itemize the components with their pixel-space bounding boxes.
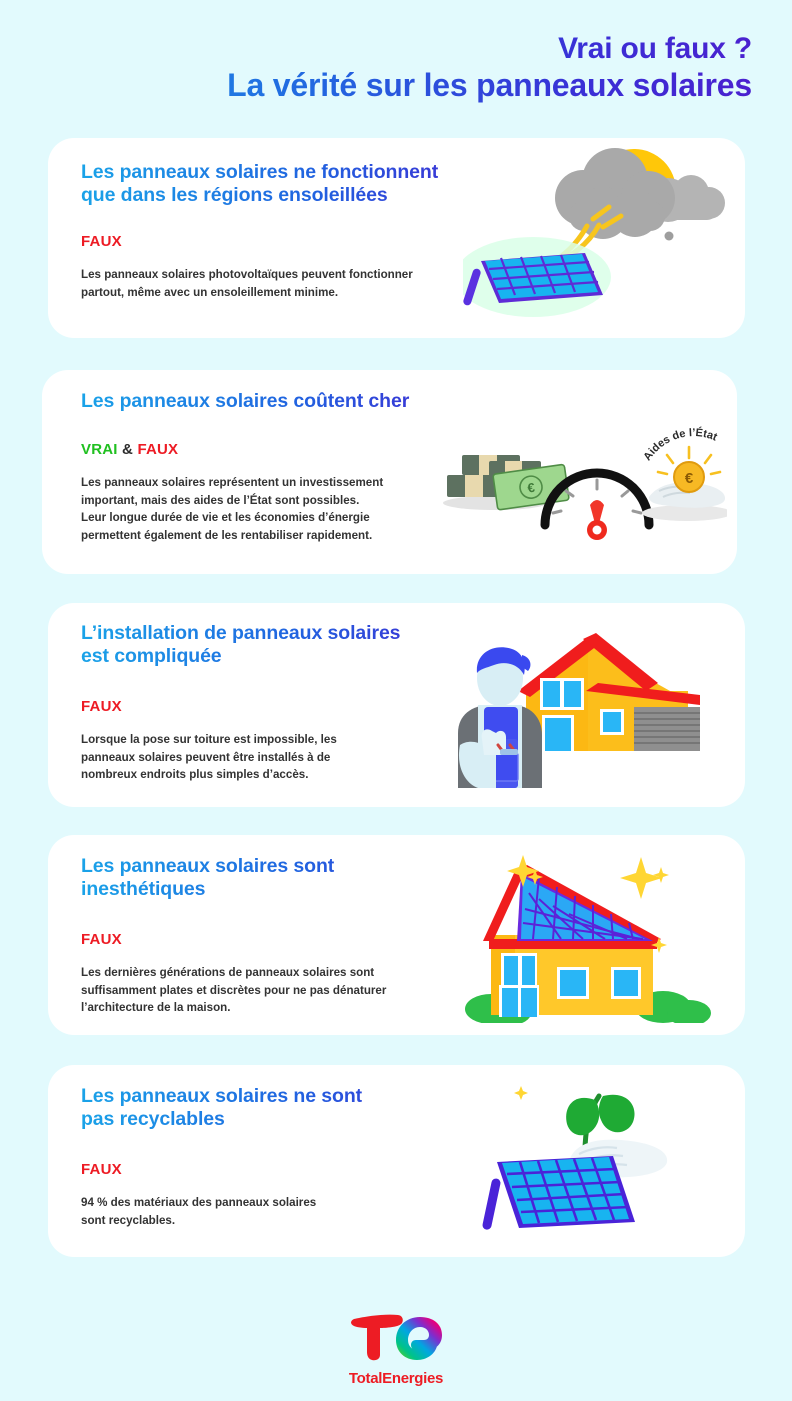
card-2-text: Les panneaux solaires coûtent cher VRAI … xyxy=(81,390,471,544)
coin-rays xyxy=(656,445,722,476)
card-5-text: Les panneaux solaires ne sont pas recycl… xyxy=(81,1085,471,1229)
worker-icon xyxy=(458,647,542,788)
card-4-verdict-faux: FAUX xyxy=(81,931,122,948)
totalenergies-logo-icon xyxy=(351,1314,442,1361)
installer-worker-house-illustration xyxy=(438,633,733,788)
card-2-verdict-vrai: VRAI xyxy=(81,441,118,458)
page-header: Vrai ou faux ? La vérité sur les panneau… xyxy=(0,32,792,103)
card-4-body: Les dernières générations de panneaux so… xyxy=(81,966,387,1015)
solar-panel-cloudy-sun-illustration xyxy=(455,143,733,318)
money-gauge-state-aid-illustration: € xyxy=(427,425,732,555)
card-3-verdict: FAUX xyxy=(81,698,471,715)
coin-euro-symbol: € xyxy=(685,470,694,487)
cloud-dot xyxy=(664,231,674,241)
card-2-verdict: VRAI & FAUX xyxy=(81,441,471,458)
card-4: Les panneaux solaires sont inesthétiques… xyxy=(48,835,745,1035)
svg-text:€: € xyxy=(526,480,535,496)
sparkle-icon xyxy=(507,855,669,953)
card-1-text: Les panneaux solaires ne fonctionnent qu… xyxy=(81,161,501,301)
house-with-solar-roof-illustration xyxy=(453,843,718,1026)
card-5-body: 94 % des matériaux des panneaux solaires… xyxy=(81,1196,317,1227)
panel-leg xyxy=(482,1178,501,1230)
card-2-verdict-faux: FAUX xyxy=(137,441,179,458)
card-2-verdict-amp: & xyxy=(122,441,134,458)
card-1-verdict-faux: FAUX xyxy=(81,233,122,250)
gauge-icon xyxy=(540,468,654,540)
card-3-heading: L’installation de panneaux solaires est … xyxy=(81,622,471,668)
state-aid-icon: € Aides de l’État xyxy=(641,426,732,521)
footer-logo: TotalEnergies xyxy=(0,1305,792,1387)
page-title-line2: La vérité sur les panneaux solaires xyxy=(0,67,752,104)
sprout-icon xyxy=(566,1093,635,1155)
card-1-verdict: FAUX xyxy=(81,233,501,250)
card-1-heading: Les panneaux solaires ne fonctionnent qu… xyxy=(81,161,501,207)
card-4-verdict: FAUX xyxy=(81,931,481,948)
card-3-verdict-faux: FAUX xyxy=(81,698,122,715)
card-2: Les panneaux solaires coûtent cher VRAI … xyxy=(42,370,737,574)
euro-coin-icon xyxy=(673,461,705,493)
gauge-needle xyxy=(590,500,604,531)
card-4-text: Les panneaux solaires sont inesthétiques… xyxy=(81,855,481,1017)
card-1-body: Les panneaux solaires photovoltaïques pe… xyxy=(81,268,413,299)
card-5-verdict: FAUX xyxy=(81,1161,471,1178)
card-4-heading: Les panneaux solaires sont inesthétiques xyxy=(81,855,481,901)
house-icon xyxy=(483,865,661,1017)
card-2-heading: Les panneaux solaires coûtent cher xyxy=(81,390,471,413)
card-3: L’installation de panneaux solaires est … xyxy=(48,603,745,807)
solar-panel-sprout-hand-illustration xyxy=(473,1070,708,1245)
card-5-heading: Les panneaux solaires ne sont pas recycl… xyxy=(81,1085,471,1131)
card-5-verdict-faux: FAUX xyxy=(81,1161,122,1178)
page-title-line1: Vrai ou faux ? xyxy=(0,32,752,66)
sparkle-icon xyxy=(514,1086,528,1100)
card-2-body: Les panneaux solaires représentent un in… xyxy=(81,476,384,542)
card-1: Les panneaux solaires ne fonctionnent qu… xyxy=(48,138,745,338)
solar-panel-icon xyxy=(497,1156,635,1228)
panel-leg xyxy=(463,268,481,306)
logo-wordmark: TotalEnergies xyxy=(348,1370,444,1387)
solar-panel-icon xyxy=(481,253,603,303)
card-3-body: Lorsque la pose sur toiture est impossib… xyxy=(81,733,337,782)
house-icon xyxy=(518,633,700,751)
card-5: Les panneaux solaires ne sont pas recycl… xyxy=(48,1065,745,1257)
card-3-text: L’installation de panneaux solaires est … xyxy=(81,622,471,784)
